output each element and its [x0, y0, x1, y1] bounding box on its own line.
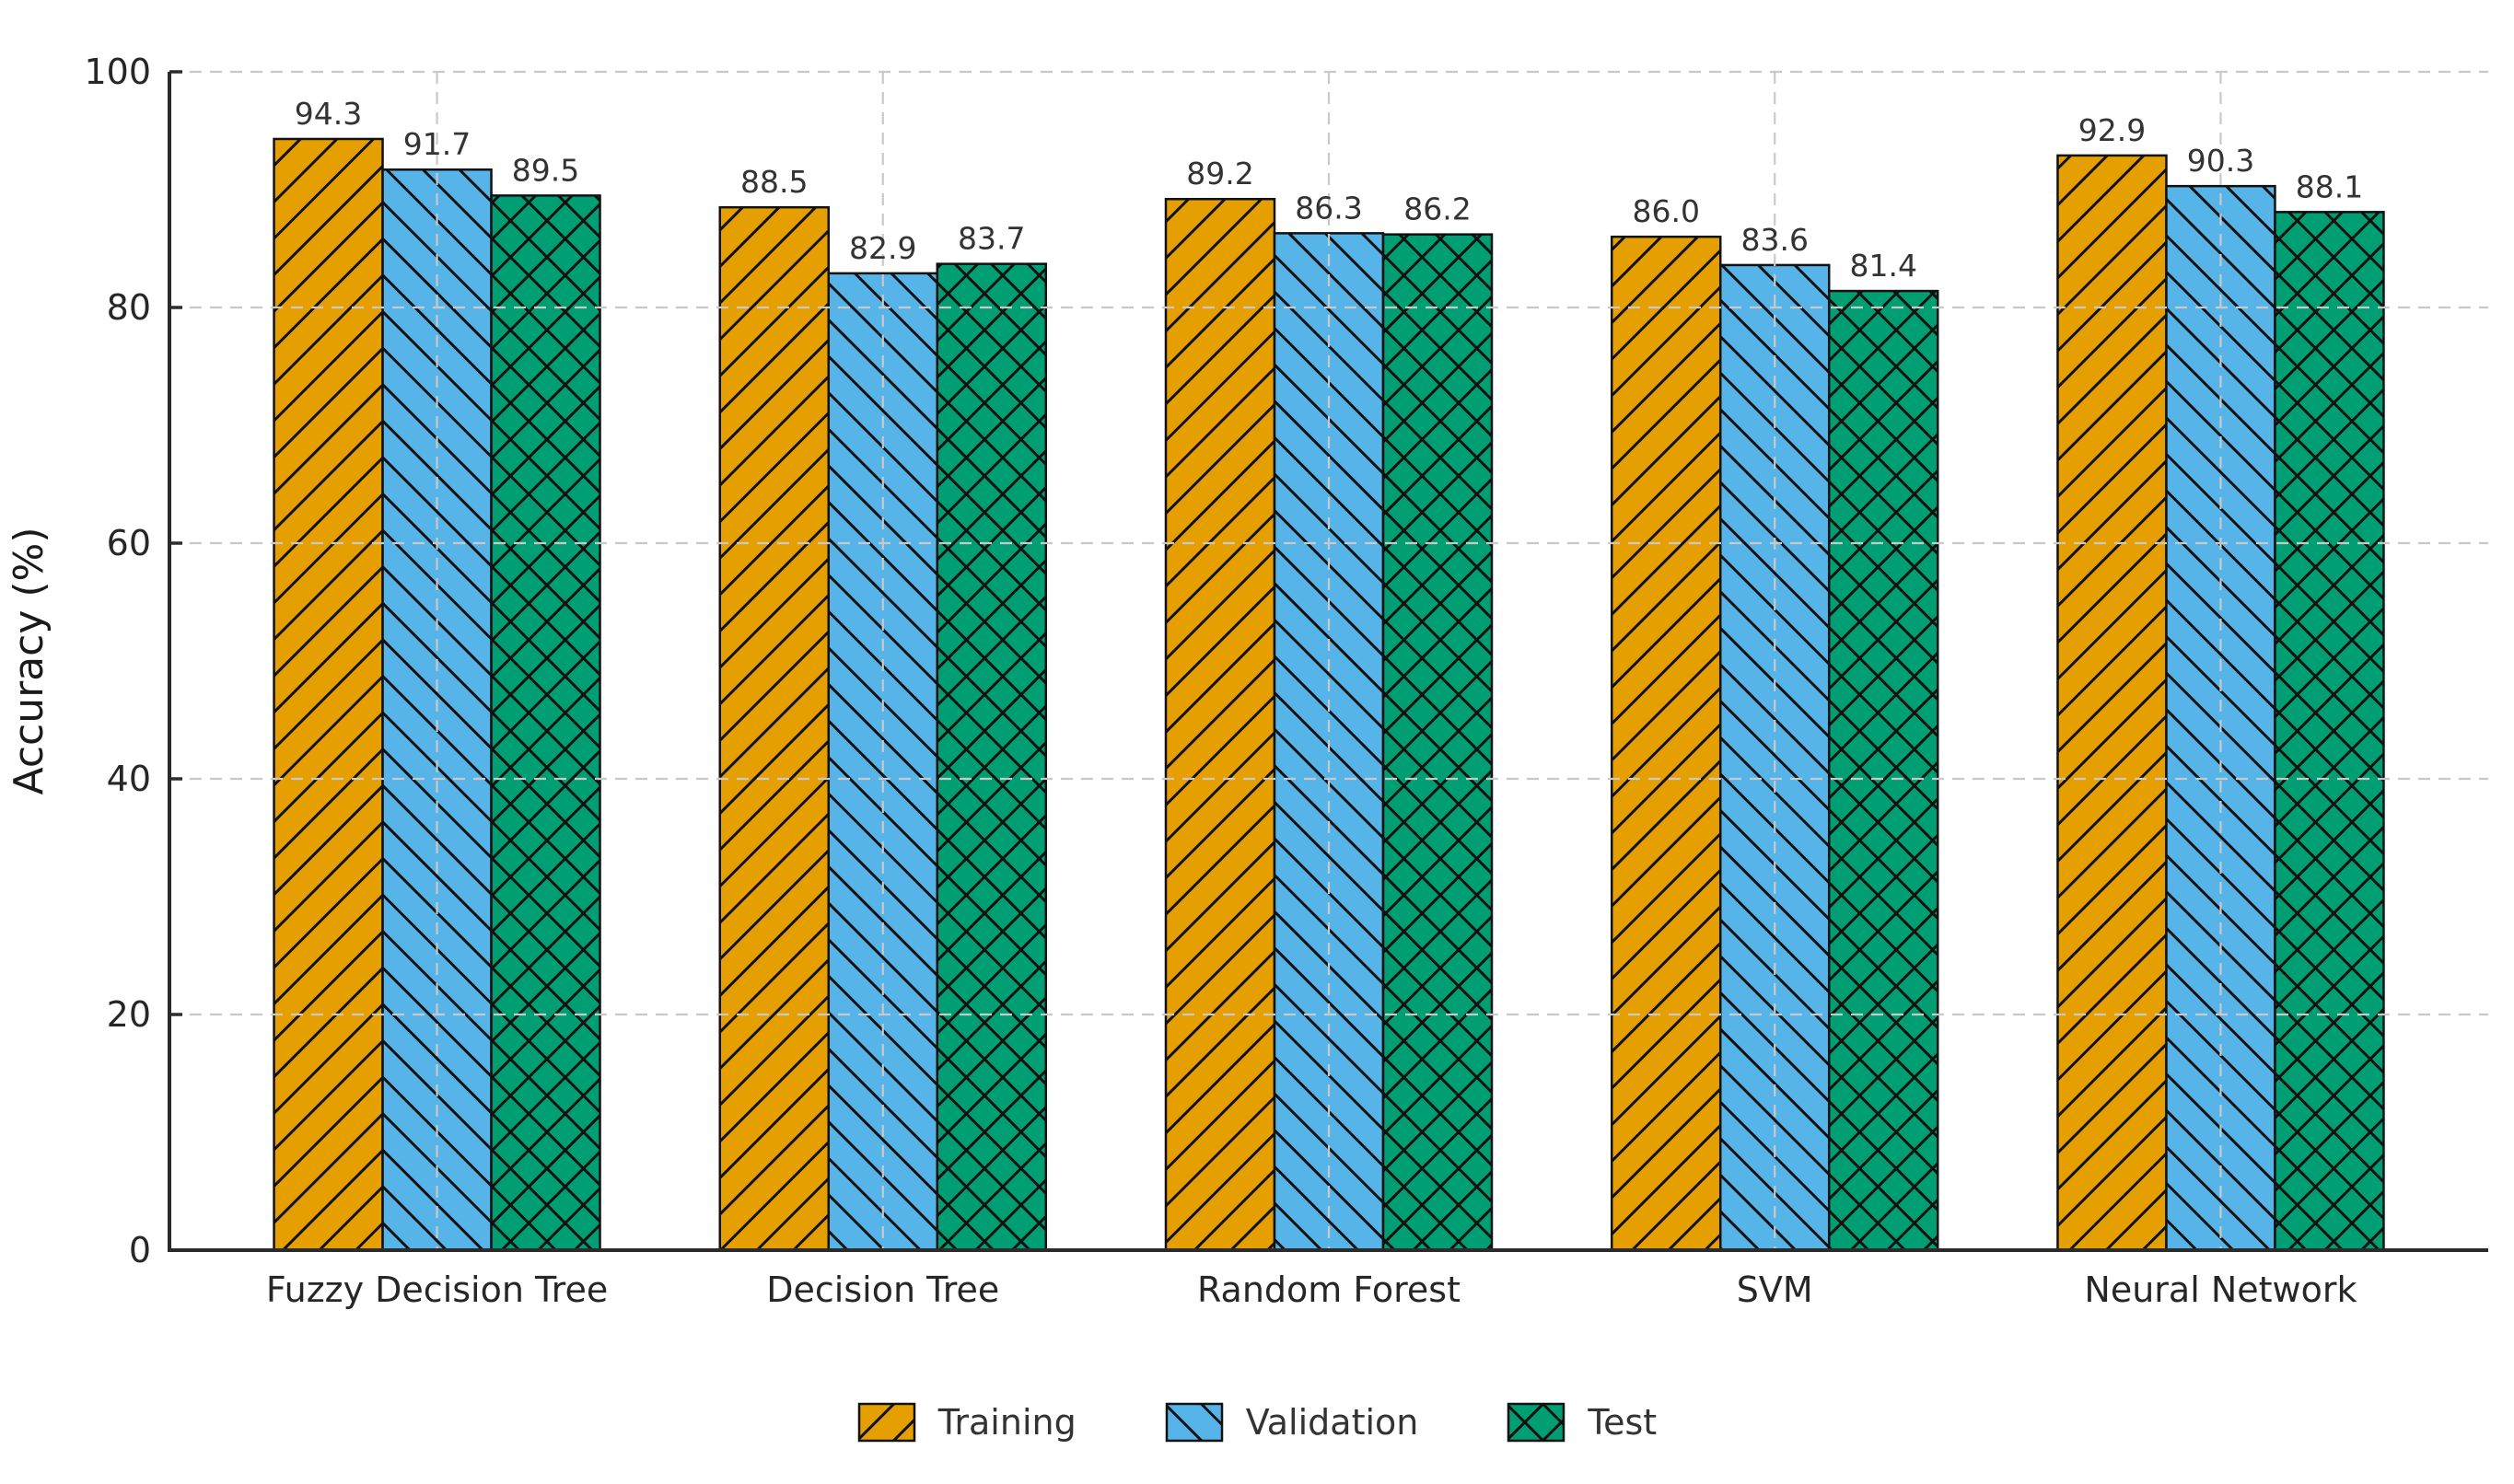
bar-test-4 — [1827, 289, 1939, 1252]
x-category-label: Neural Network — [2084, 1270, 2357, 1310]
x-category-label: SVM — [1737, 1270, 1813, 1310]
bar-value-label: 90.3 — [2187, 143, 2254, 179]
legend-label-training: Training — [937, 1402, 1077, 1443]
axes-layer — [168, 70, 2488, 1252]
bar-value-label: 91.7 — [403, 126, 471, 162]
bar-value-label: 83.7 — [958, 221, 1025, 257]
bar-value-label: 88.5 — [740, 164, 808, 200]
bar-test-5 — [2274, 211, 2385, 1252]
bar-training-4 — [1610, 235, 1722, 1252]
legend-item-training: Training — [857, 1402, 1077, 1443]
y-tick-label: 80 — [107, 287, 151, 328]
bar-training-2 — [718, 205, 831, 1252]
bar-test-1 — [490, 194, 601, 1252]
x-category-label: Decision Tree — [766, 1270, 999, 1310]
legend-label-test: Test — [1588, 1402, 1658, 1443]
bar-value-label: 88.1 — [2296, 168, 2363, 204]
bar-validation-4 — [1718, 263, 1831, 1252]
bar-value-label: 82.9 — [849, 230, 916, 266]
accuracy-bar-chart: 0 20 40 60 80 100 Fuzzy Decision Tree Decision … — [6, 52, 2488, 1310]
y-tick-label: 100 — [84, 52, 151, 92]
bar-value-label: 89.5 — [512, 152, 579, 188]
legend-swatch-test-icon — [1507, 1402, 1565, 1443]
bar-value-label: 81.4 — [1849, 248, 1916, 284]
x-category-label: Random Forest — [1197, 1270, 1461, 1310]
y-tick-label: 40 — [107, 759, 151, 799]
y-tick-label: 20 — [107, 994, 151, 1035]
y-axis-title: Accuracy (%) — [6, 527, 52, 794]
bar-value-label: 86.0 — [1632, 193, 1699, 229]
legend-swatch-validation-icon — [1165, 1402, 1223, 1443]
bar-value-label: 83.6 — [1740, 222, 1808, 258]
legend: Training Validation Test — [0, 1361, 2514, 1484]
legend-swatch-training-icon — [857, 1402, 916, 1443]
bar-value-label: 89.2 — [1186, 156, 1253, 191]
bar-training-5 — [2056, 154, 2168, 1252]
x-category-label: Fuzzy Decision Tree — [266, 1270, 608, 1310]
legend-label-validation: Validation — [1245, 1402, 1419, 1443]
bar-value-label: 86.3 — [1295, 190, 1362, 226]
bar-test-3 — [1381, 233, 1494, 1252]
bar-value-label: 92.9 — [2078, 112, 2146, 148]
bar-value-label: 94.3 — [295, 96, 362, 132]
grid-layer — [169, 70, 2488, 1250]
y-tick-label: 60 — [107, 523, 151, 563]
bar-training-1 — [273, 137, 384, 1252]
y-tick-label: 0 — [129, 1230, 151, 1270]
legend-item-test: Test — [1507, 1402, 1657, 1443]
labels-layer: 0 20 40 60 80 100 Fuzzy Decision Tree Decision … — [6, 52, 2363, 1310]
bars-layer — [273, 137, 2385, 1252]
bar-test-2 — [936, 262, 1048, 1252]
legend-item-validation: Validation — [1165, 1402, 1419, 1443]
bar-value-label: 86.2 — [1403, 191, 1471, 227]
bar-training-3 — [1164, 197, 1276, 1252]
